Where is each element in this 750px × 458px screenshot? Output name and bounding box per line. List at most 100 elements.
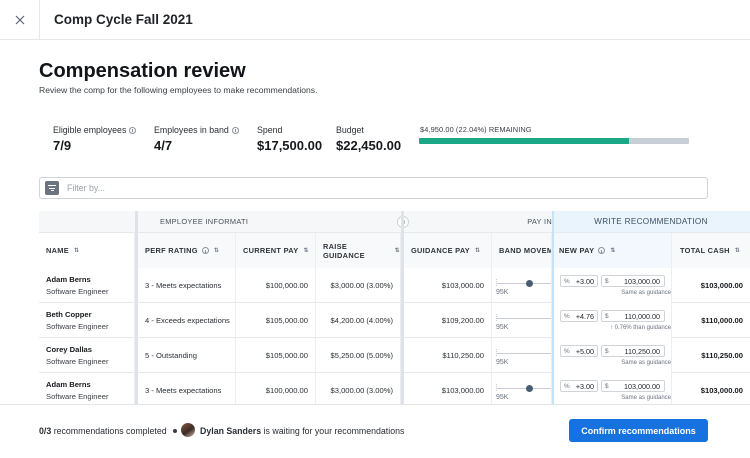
new-pay-amount-value: 110,000.00 — [624, 311, 660, 321]
guidance-pay-cell: $103,000.00 — [404, 373, 492, 404]
percent-symbol: % — [564, 347, 570, 355]
close-icon — [15, 15, 24, 24]
new-pay-amount-value: 110,250.00 — [624, 346, 660, 356]
band-min-label: 95K — [496, 289, 509, 296]
new-pay-cell: % +5.00 $110,250.00 Same as guidance — [552, 338, 672, 373]
confirm-recommendations-button[interactable]: Confirm recommendations — [569, 419, 708, 442]
guidance-pay-cell: $110,250.00 — [404, 338, 492, 373]
filter-input[interactable] — [67, 183, 667, 193]
new-pay-cell: % +3.00 $103,000.00 Same as guidance — [552, 373, 672, 404]
dollar-symbol: $ — [605, 347, 609, 355]
employee-title: Software Engineer — [46, 287, 109, 296]
new-pay-amount-input[interactable]: $110,000.00 — [601, 310, 665, 322]
col-header-raise-guidance-label: RAISE GUIDANCE — [323, 241, 365, 260]
col-header-name[interactable]: NAME — [39, 233, 135, 268]
band-position-marker — [526, 280, 533, 287]
close-button[interactable] — [0, 0, 40, 40]
info-icon[interactable] — [598, 247, 606, 254]
guidance-pay-cell: $109,200.00 — [404, 303, 492, 338]
sort-icon[interactable] — [395, 248, 400, 254]
raise-percent-value: +3.00 — [575, 381, 594, 391]
sort-icon[interactable] — [214, 248, 219, 254]
budget-progress-fill — [419, 138, 630, 144]
new-pay-amount-input[interactable]: $103,000.00 — [601, 275, 665, 287]
info-icon[interactable] — [201, 247, 209, 254]
new-pay-cell: % +4.76 $110,000.00 ↑ 0.76% than guidance — [552, 303, 672, 338]
group-header-pay: PAY IN — [404, 211, 552, 233]
col-header-current-pay[interactable]: CURRENT PAY — [236, 233, 316, 268]
band-position-marker — [526, 385, 533, 392]
footer-bar: 0/3 recommendations completed Dylan Sand… — [0, 404, 750, 458]
raise-guidance-cell: $4,200.00 (4.00%) — [316, 303, 401, 338]
raise-percent-input[interactable]: % +3.00 — [560, 380, 598, 392]
col-header-band-movement[interactable]: BAND MOVEMEN — [492, 233, 552, 268]
col-header-guidance-pay-label: GUIDANCE PAY — [411, 246, 471, 255]
waiting-message: Dylan Sanders is waiting for your recomm… — [200, 426, 404, 436]
info-icon[interactable] — [231, 126, 239, 134]
guidance-comparison-note: Same as guidance — [621, 395, 671, 401]
band-track — [496, 388, 551, 389]
col-header-new-pay-label: NEW PAY — [559, 246, 595, 255]
stat-eligible-label: Eligible employees — [53, 125, 127, 135]
perf-rating-cell: 5 - Outstanding — [138, 338, 236, 373]
table-row[interactable]: Adam Berns Software Engineer 3 - Meets exp… — [39, 268, 750, 303]
current-pay-cell: $100,000.00 — [236, 373, 316, 404]
col-header-raise-guidance[interactable]: RAISE GUIDANCE — [316, 233, 401, 268]
filter-icon[interactable] — [45, 181, 59, 195]
employee-cell: Corey Dallas Software Engineer — [39, 338, 135, 373]
band-movement-cell: 95K — [492, 268, 552, 303]
stat-in-band-value: 4/7 — [154, 138, 173, 153]
current-pay-cell: $105,000.00 — [236, 303, 316, 338]
percent-symbol: % — [564, 382, 570, 390]
separator-dot — [173, 429, 177, 433]
sort-icon[interactable] — [475, 248, 480, 254]
column-divider[interactable] — [135, 211, 138, 404]
stat-eligible-value: 7/9 — [53, 138, 72, 153]
raise-percent-input[interactable]: % +5.00 — [560, 345, 598, 357]
raise-percent-value: +3.00 — [575, 276, 594, 286]
compensation-table: EMPLOYEE INFORMATI PAY IN WRITE RECOMMEN… — [39, 211, 750, 404]
guidance-pay-cell: $103,000.00 — [404, 268, 492, 303]
waiting-name: Dylan Sanders — [200, 426, 262, 436]
employee-name: Beth Copper — [46, 310, 92, 319]
band-track — [496, 283, 551, 284]
window-title: Comp Cycle Fall 2021 — [54, 12, 193, 27]
guidance-comparison-note: ↑ 0.76% than guidance — [609, 325, 671, 331]
budget-progress-bar — [419, 138, 689, 144]
col-header-total-cash[interactable]: TOTAL CASH — [672, 233, 750, 268]
employee-name: Adam Berns — [46, 380, 91, 389]
perf-rating-cell: 4 - Exceeds expectations — [138, 303, 236, 338]
total-cash-cell: $103,000.00 — [700, 281, 743, 290]
column-divider[interactable] — [401, 211, 404, 404]
col-header-new-pay[interactable]: NEW PAY — [552, 233, 672, 268]
employee-cell: Beth Copper Software Engineer — [39, 303, 135, 338]
new-pay-amount-input[interactable]: $110,250.00 — [601, 345, 665, 357]
info-icon[interactable] — [129, 126, 137, 134]
raise-percent-input[interactable]: % +4.76 — [560, 310, 598, 322]
raise-guidance-cell: $3,000.00 (3.00%) — [316, 373, 401, 404]
new-pay-amount-value: 103,000.00 — [624, 276, 660, 286]
filter-bar — [39, 177, 708, 199]
band-movement-cell: 95K — [492, 338, 552, 373]
raise-percent-input[interactable]: % +3.00 — [560, 275, 598, 287]
table-row[interactable]: Beth Copper Software Engineer 4 - Exceeds … — [39, 303, 750, 338]
table-row[interactable]: Corey Dallas Software Engineer 5 - Outstan… — [39, 338, 750, 373]
stat-spend-label: Spend — [257, 125, 283, 135]
col-header-current-pay-label: CURRENT PAY — [243, 246, 299, 255]
col-header-perf[interactable]: PERF RATING — [138, 233, 236, 268]
employee-title: Software Engineer — [46, 392, 109, 401]
table-row[interactable]: Adam Berns Software Engineer 3 - Meets exp… — [39, 373, 750, 404]
waiting-text: is waiting for your recommendations — [263, 426, 405, 436]
employee-cell: Adam Berns Software Engineer — [39, 268, 135, 303]
sort-icon[interactable] — [610, 248, 615, 254]
band-track — [496, 353, 551, 354]
total-cash-cell: $110,000.00 — [701, 316, 743, 325]
sort-icon[interactable] — [303, 248, 308, 254]
employee-name: Corey Dallas — [46, 345, 93, 354]
new-pay-amount-input[interactable]: $103,000.00 — [601, 380, 665, 392]
sort-icon[interactable] — [735, 248, 740, 254]
col-header-total-cash-label: TOTAL CASH — [680, 246, 730, 255]
sort-icon[interactable] — [74, 248, 79, 254]
dollar-symbol: $ — [605, 312, 609, 320]
col-header-guidance-pay[interactable]: GUIDANCE PAY — [404, 233, 492, 268]
